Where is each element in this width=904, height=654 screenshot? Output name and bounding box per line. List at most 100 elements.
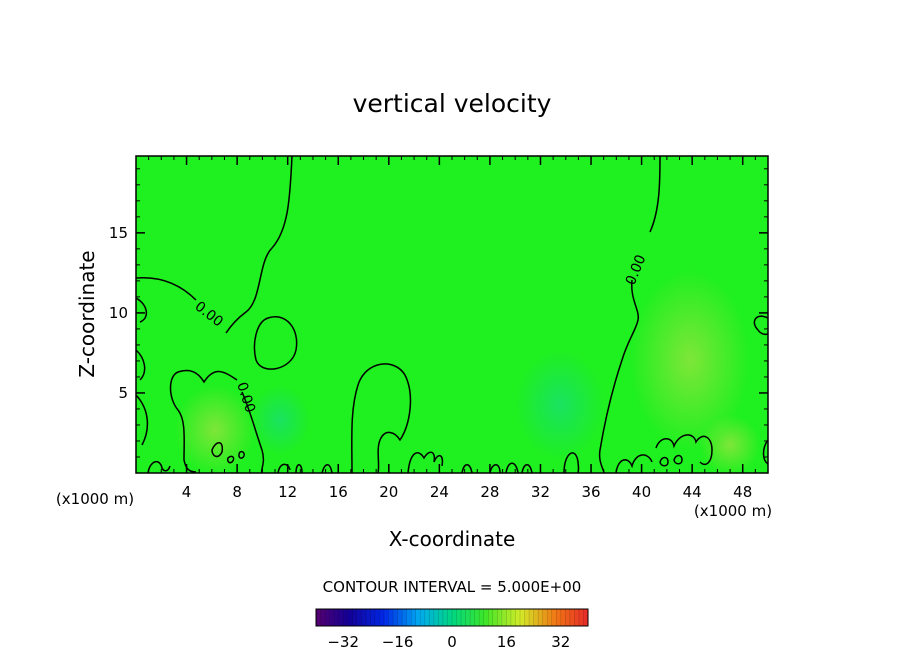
- y-tick-label: 5: [118, 384, 128, 402]
- x-unit-label-right: (x1000 m): [694, 502, 772, 520]
- contour-line: [136, 394, 149, 446]
- colorbar-cell: [329, 609, 335, 626]
- colorbar-cell: [501, 609, 507, 626]
- colorbar-cell: [529, 609, 535, 626]
- colorbar-cell: [397, 609, 403, 626]
- colorbar-tick-label: 0: [447, 633, 457, 651]
- contour-line: [598, 279, 639, 473]
- contour-line: [169, 369, 238, 473]
- colorbar-cell: [461, 609, 467, 626]
- contour-line: [655, 434, 713, 466]
- x-tick-label: 48: [733, 483, 752, 501]
- colorbar-cell: [320, 609, 326, 626]
- colorbar: [315, 608, 589, 627]
- contour-line: [659, 456, 669, 467]
- y-tick-label: 10: [109, 304, 128, 322]
- colorbar-cell: [520, 609, 526, 626]
- colorbar-cell: [402, 609, 408, 626]
- colorbar-cell: [488, 609, 494, 626]
- colorbar-cell: [325, 609, 331, 626]
- updraft-blob: [175, 385, 255, 473]
- colorbar-cell: [338, 609, 344, 626]
- colorbar-cell: [334, 609, 340, 626]
- colorbar-cell: [479, 609, 485, 626]
- colorbar-cell: [442, 609, 448, 626]
- colorbar-cell: [352, 609, 358, 626]
- contour-line: [241, 391, 265, 473]
- colorbar-cell: [406, 609, 412, 626]
- colorbar-cell: [538, 609, 544, 626]
- colorbar-cell: [551, 609, 557, 626]
- colorbar-cell: [356, 609, 362, 626]
- contour-line: [225, 156, 293, 334]
- downdraft-blob: [250, 385, 310, 455]
- updraft-blob: [700, 415, 760, 473]
- colorbar-cell: [556, 609, 562, 626]
- contour-line: [227, 455, 235, 464]
- contour-line: [505, 462, 519, 473]
- colorbar-cell: [470, 609, 476, 626]
- chart-title: vertical velocity: [353, 89, 552, 118]
- colorbar-cell: [379, 609, 385, 626]
- colorbar-tick-label: −32: [327, 633, 359, 651]
- colorbar-cell: [524, 609, 530, 626]
- contour-line: [407, 451, 444, 473]
- contour-line: [147, 461, 171, 473]
- colorbar-cell: [574, 609, 580, 626]
- colorbar-cell: [415, 609, 421, 626]
- x-tick-label: 12: [278, 483, 297, 501]
- colorbar-cell: [547, 609, 553, 626]
- colorbar-cell: [456, 609, 462, 626]
- colorbar-cell: [424, 609, 430, 626]
- x-axis-label: X-coordinate: [389, 527, 516, 551]
- colorbar-cell: [347, 609, 353, 626]
- colorbar-cell: [393, 609, 399, 626]
- contour-line: [295, 464, 303, 473]
- contour-line: [673, 454, 683, 465]
- colorbar-cell: [365, 609, 371, 626]
- contour-interval-text: CONTOUR INTERVAL = 5.000E+00: [323, 578, 582, 596]
- x-tick-label: 36: [581, 483, 600, 501]
- colorbar-cell: [316, 609, 322, 626]
- contour-line: [351, 363, 412, 473]
- colorbar-cell: [542, 609, 548, 626]
- colorbar-cell: [583, 609, 589, 626]
- x-tick-label: 16: [329, 483, 348, 501]
- colorbar-cell: [474, 609, 480, 626]
- colorbar-cell: [370, 609, 376, 626]
- contour-line: [461, 464, 473, 473]
- updraft-blob: [630, 270, 750, 450]
- colorbar-cell: [411, 609, 417, 626]
- colorbar-cell: [374, 609, 380, 626]
- contour-line: [521, 464, 533, 473]
- colorbar-cell: [483, 609, 489, 626]
- contour-line: [649, 156, 661, 233]
- colorbar-cell: [569, 609, 575, 626]
- colorbar-cell: [510, 609, 516, 626]
- x-tick-label: 8: [232, 483, 242, 501]
- colorbar-cell: [452, 609, 458, 626]
- contour-line: [136, 276, 197, 301]
- y-tick-label: 15: [109, 224, 128, 242]
- colorbar-cell: [343, 609, 349, 626]
- colorbar-ticks: −32 −16 0 16 32: [327, 633, 570, 651]
- contour-line: [753, 315, 768, 336]
- x-tick-label: 40: [632, 483, 651, 501]
- colorbar-tick-label: −16: [382, 633, 414, 651]
- colorbar-cell: [420, 609, 426, 626]
- x-tick-label: 4: [182, 483, 192, 501]
- colorbar-frame: [315, 608, 589, 627]
- colorbar-cell: [492, 609, 498, 626]
- contour-line: [277, 463, 291, 473]
- x-tick-label: 28: [480, 483, 499, 501]
- downdraft-blob: [515, 350, 605, 460]
- colorbar-cell: [565, 609, 571, 626]
- x-tick-label: 20: [379, 483, 398, 501]
- colorbar-cell: [506, 609, 512, 626]
- colorbar-cell: [497, 609, 503, 626]
- contour-line: [762, 439, 768, 465]
- colorbar-cell: [388, 609, 394, 626]
- field-shading: [175, 270, 760, 473]
- colorbar-cell: [533, 609, 539, 626]
